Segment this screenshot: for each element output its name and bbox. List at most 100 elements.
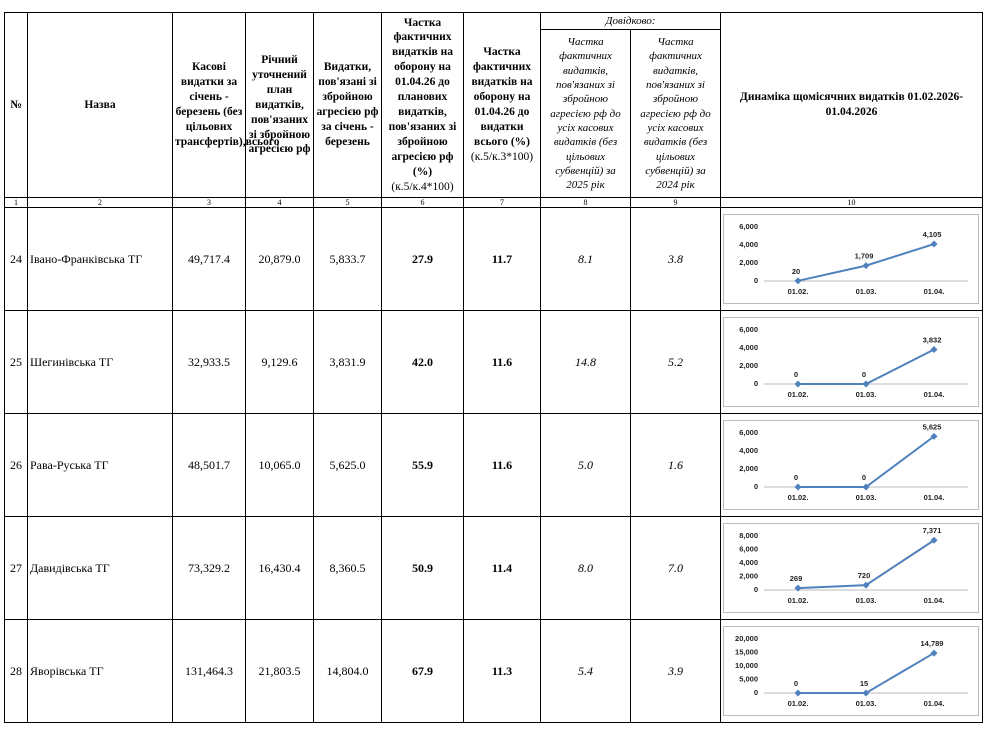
y-tick-label: 20,000 bbox=[735, 634, 758, 643]
reference-header: Довідково: bbox=[539, 11, 722, 31]
mini-chart: 0 2,000 4,000 6,000 01.02. 01.03. 01.04. 0 0 3,83… bbox=[723, 317, 980, 408]
formula-note: (к.5/к.4*100) bbox=[391, 180, 454, 193]
header-text: Частка фактичних видатків на оборону на … bbox=[471, 46, 533, 149]
value-label: 0 bbox=[862, 473, 866, 482]
table-cell: 26 bbox=[4, 413, 28, 518]
header-cell: Частка фактичних видатків, пов'язаних зі… bbox=[540, 29, 631, 199]
line bbox=[797, 539, 935, 590]
x-tick-label: 01.02. bbox=[788, 493, 809, 502]
value-label: 4,105 bbox=[923, 230, 942, 239]
marker bbox=[794, 380, 802, 388]
y-tick-label: 0 bbox=[754, 585, 758, 594]
column-number: 9 bbox=[629, 197, 722, 209]
marker bbox=[930, 346, 938, 354]
table-cell: 11.3 bbox=[463, 619, 541, 724]
header-cell: Назва bbox=[27, 11, 173, 199]
table-cell: 8.1 bbox=[540, 207, 631, 312]
report-table: № Назва Касові видатки за січень - берез… bbox=[4, 11, 984, 724]
header-cell: Касові видатки за січень - березень (без… bbox=[172, 11, 280, 199]
table-cell: 8.0 bbox=[540, 516, 631, 621]
column-number: 8 bbox=[540, 197, 631, 209]
marker bbox=[794, 277, 802, 285]
x-tick-label: 01.03. bbox=[856, 699, 877, 708]
marker bbox=[862, 262, 870, 270]
x-tick-label: 01.04. bbox=[924, 390, 945, 399]
x-tick-label: 01.04. bbox=[924, 287, 945, 296]
table-cell: 73,329.2 bbox=[172, 516, 246, 621]
column-number: 6 bbox=[381, 197, 464, 209]
y-tick-label: 2,000 bbox=[739, 258, 758, 267]
table-cell: Шегинівська ТГ bbox=[27, 310, 173, 415]
table-cell: 1.6 bbox=[629, 413, 722, 518]
value-label: 14,789 bbox=[921, 639, 944, 648]
column-number: 5 bbox=[313, 197, 382, 209]
marker bbox=[930, 240, 938, 248]
marker bbox=[862, 581, 870, 589]
table-row: 25 Шегинівська ТГ 32,933.5 9,129.6 3,831.9 42… bbox=[4, 310, 984, 415]
table-cell: 27.9 bbox=[381, 207, 464, 312]
x-tick-label: 01.03. bbox=[856, 287, 877, 296]
table-cell: 27 bbox=[4, 516, 28, 621]
x-tick-label: 01.04. bbox=[924, 596, 945, 605]
table-row: 26 Рава-Руська ТГ 48,501.7 10,065.0 5,625.0 5… bbox=[4, 413, 984, 518]
y-tick-label: 4,000 bbox=[739, 558, 758, 567]
header-cell: Частка фактичних видатків на оборону на … bbox=[381, 11, 464, 199]
formula-note: (к.5/к.3*100) bbox=[470, 150, 534, 163]
table-cell: 5.4 bbox=[540, 619, 631, 724]
y-tick-label: 8,000 bbox=[739, 531, 758, 540]
table-cell: 10,065.0 bbox=[245, 413, 314, 518]
header-cell: Динаміка щомісячних видатків 01.02.2026-… bbox=[720, 11, 984, 199]
x-tick-label: 01.02. bbox=[788, 287, 809, 296]
marker bbox=[930, 537, 938, 545]
table-cell: 48,501.7 bbox=[172, 413, 246, 518]
x-tick-label: 01.04. bbox=[924, 699, 945, 708]
x-tick-label: 01.04. bbox=[924, 493, 945, 502]
table-cell: 20,879.0 bbox=[245, 207, 314, 312]
marker bbox=[862, 483, 870, 491]
column-number: 2 bbox=[27, 197, 173, 209]
marker bbox=[862, 689, 870, 697]
value-label: 15 bbox=[860, 679, 868, 688]
table-cell: 67.9 bbox=[381, 619, 464, 724]
header-cell: № bbox=[4, 11, 28, 199]
marker bbox=[930, 433, 938, 441]
column-number: 3 bbox=[172, 197, 246, 209]
x-tick-label: 01.02. bbox=[788, 390, 809, 399]
column-number: 10 bbox=[720, 197, 984, 209]
value-label: 5,625 bbox=[923, 423, 942, 432]
table-cell: 3.9 bbox=[629, 619, 722, 724]
table-cell: 24 bbox=[4, 207, 28, 312]
y-tick-label: 0 bbox=[754, 276, 758, 285]
marker bbox=[794, 584, 802, 592]
value-label: 20 bbox=[792, 267, 800, 276]
mini-chart: 0 2,000 4,000 6,000 01.02. 01.03. 01.04. 0 0 5,62… bbox=[723, 420, 980, 511]
mini-chart: 0 2,000 4,000 6,000 8,000 01.02. 01.03. 01.04. 2… bbox=[723, 523, 980, 614]
table-cell: 5.2 bbox=[629, 310, 722, 415]
table-cell: 11.6 bbox=[463, 413, 541, 518]
table-cell: 5,625.0 bbox=[313, 413, 382, 518]
table-cell: 5.0 bbox=[540, 413, 631, 518]
table-cell: 55.9 bbox=[381, 413, 464, 518]
table-cell: 3.8 bbox=[629, 207, 722, 312]
header-cell: Частка фактичних видатків на оборону на … bbox=[463, 11, 541, 199]
header-text: Частка фактичних видатків на оборону на … bbox=[388, 16, 457, 178]
chart-cell: 0 2,000 4,000 6,000 01.02. 01.03. 01.04. 20 1,70… bbox=[720, 207, 984, 312]
table-cell: 131,464.3 bbox=[172, 619, 246, 724]
table-cell: 14,804.0 bbox=[313, 619, 382, 724]
chart-cell: 0 2,000 4,000 6,000 8,000 01.02. 01.03. 01.04. 2… bbox=[720, 516, 984, 621]
table-cell: 49,717.4 bbox=[172, 207, 246, 312]
value-label: 0 bbox=[862, 370, 866, 379]
value-label: 3,832 bbox=[923, 336, 942, 345]
table-cell: 21,803.5 bbox=[245, 619, 314, 724]
value-label: 0 bbox=[794, 473, 798, 482]
header-cell: Видатки, пов'язані зі збройною агресією … bbox=[313, 11, 382, 199]
marker bbox=[930, 649, 938, 657]
table-cell: 16,430.4 bbox=[245, 516, 314, 621]
y-tick-label: 4,000 bbox=[739, 240, 758, 249]
column-number: 4 bbox=[245, 197, 314, 209]
y-tick-label: 6,000 bbox=[739, 222, 758, 231]
table-cell: 28 bbox=[4, 619, 28, 724]
table-cell: 42.0 bbox=[381, 310, 464, 415]
table-cell: 8,360.5 bbox=[313, 516, 382, 621]
value-label: 720 bbox=[858, 571, 871, 580]
